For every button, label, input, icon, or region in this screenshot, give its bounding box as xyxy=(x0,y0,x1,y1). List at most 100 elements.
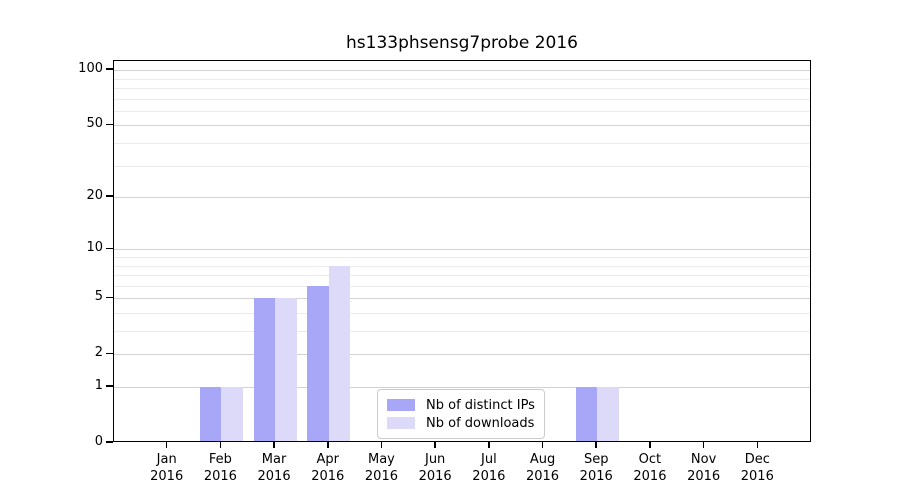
bar-downloads xyxy=(597,387,619,441)
x-tick xyxy=(434,442,436,448)
x-tick xyxy=(756,442,759,448)
y-tick xyxy=(106,247,113,250)
gridline-major xyxy=(114,354,810,356)
x-tick-label-line: Nov xyxy=(690,452,717,467)
gridline-major xyxy=(114,387,810,388)
y-tick-label: 1 xyxy=(94,378,103,393)
gridline-minor xyxy=(114,331,810,333)
x-tick-label-line: 2016 xyxy=(633,469,667,484)
x-tick-label: Jan 2016 xyxy=(132,451,202,485)
x-tick-label-line: Jan xyxy=(156,452,177,467)
x-tick-label-line: 2016 xyxy=(150,469,184,484)
x-tick-label: Dec 2016 xyxy=(722,451,792,485)
gridline-major xyxy=(114,197,810,199)
bar-downloads xyxy=(275,298,297,441)
x-tick-label: Mar 2016 xyxy=(239,451,309,485)
x-tick xyxy=(488,442,490,448)
gridline-minor xyxy=(114,312,810,314)
y-tick-label: 5 xyxy=(94,289,103,305)
gridline-major xyxy=(114,298,810,300)
x-tick-label-line: 2016 xyxy=(579,469,613,484)
gridline-minor xyxy=(114,88,810,90)
y-tick xyxy=(106,385,113,387)
bar-downloads xyxy=(328,265,351,441)
plot-area: Nb of distinct IPs Nb of downloads xyxy=(113,60,811,442)
x-tick-label-line: 2016 xyxy=(311,469,345,484)
gridline-minor xyxy=(114,143,810,145)
x-tick-label-line: 2016 xyxy=(257,469,291,484)
x-tick-label-line: 2016 xyxy=(364,469,398,484)
x-tick-label-line: Sep xyxy=(583,452,609,467)
chart-title: hs133phsensg7probe 2016 xyxy=(346,33,578,53)
x-tick xyxy=(595,442,597,448)
x-tick-label-line: Jun xyxy=(424,452,446,467)
x-tick-label: Sep 2016 xyxy=(561,451,631,485)
y-tick xyxy=(106,195,113,197)
y-tick-label: 50 xyxy=(86,116,103,132)
x-tick-label: Nov 2016 xyxy=(669,451,739,485)
gridline-minor xyxy=(114,265,810,267)
y-tick xyxy=(106,441,113,443)
x-tick-label: Apr 2016 xyxy=(293,451,363,485)
x-tick-label-line: Mar xyxy=(261,452,287,467)
y-tick-label: 0 xyxy=(94,434,103,449)
x-tick-label: May 2016 xyxy=(346,451,416,485)
legend-item: Nb of distinct IPs xyxy=(387,396,535,414)
x-tick xyxy=(219,442,222,448)
x-tick-label-line: 2016 xyxy=(472,469,506,484)
x-tick-label: Oct 2016 xyxy=(615,451,685,485)
bar-distinct-ips xyxy=(253,298,276,441)
y-tick-label: 20 xyxy=(86,188,103,204)
bar-distinct-ips xyxy=(199,387,222,441)
y-tick-label: 100 xyxy=(78,61,103,77)
gridline-major xyxy=(114,70,810,72)
x-tick xyxy=(649,442,651,448)
x-tick-label-line: Oct xyxy=(638,452,662,467)
y-tick-label: 10 xyxy=(86,240,103,256)
x-tick-label: Jun 2016 xyxy=(400,451,470,485)
legend-swatch-downloads xyxy=(387,417,415,429)
gridline-minor xyxy=(114,275,810,277)
gridline-minor xyxy=(114,98,810,100)
legend-item: Nb of downloads xyxy=(387,414,535,432)
gridline-minor xyxy=(114,110,810,112)
x-tick-label-line: Apr xyxy=(316,452,340,467)
legend: Nb of distinct IPs Nb of downloads xyxy=(377,389,545,439)
gridline-minor xyxy=(114,285,810,287)
gridline-major xyxy=(114,249,810,251)
legend-label: Nb of downloads xyxy=(426,415,535,431)
y-tick xyxy=(106,68,113,70)
x-tick-label-line: Aug xyxy=(529,452,556,467)
y-tick xyxy=(106,352,113,354)
gridline-major xyxy=(114,125,810,127)
x-tick-label-line: 2016 xyxy=(740,469,774,484)
legend-label: Nb of distinct IPs xyxy=(426,397,535,413)
x-tick xyxy=(327,442,329,448)
y-tick xyxy=(106,296,113,298)
gridline-minor xyxy=(114,257,810,258)
gridline-minor xyxy=(114,78,810,80)
legend-swatch-distinct-ips xyxy=(387,399,415,411)
x-tick-label-line: Dec xyxy=(744,452,770,467)
x-tick-label-line: 2016 xyxy=(687,469,721,484)
x-tick-label-line: May xyxy=(368,452,395,467)
gridline-minor xyxy=(114,165,810,167)
x-tick xyxy=(165,442,168,448)
x-tick-label: Feb 2016 xyxy=(185,451,255,485)
bar-downloads xyxy=(221,387,243,441)
x-tick-label: Jul 2016 xyxy=(454,451,524,485)
x-tick xyxy=(541,442,544,448)
x-tick-label-line: 2016 xyxy=(418,469,452,484)
bar-distinct-ips xyxy=(575,387,598,441)
y-tick xyxy=(106,123,113,126)
x-tick-label-line: 2016 xyxy=(203,469,237,484)
y-tick-label: 2 xyxy=(94,345,103,361)
x-tick-label-line: Feb xyxy=(208,452,232,467)
x-tick xyxy=(273,442,275,448)
x-tick-label-line: 2016 xyxy=(525,469,560,484)
x-tick xyxy=(380,442,383,448)
x-tick-label-line: Jul xyxy=(481,452,497,467)
x-tick-label: Aug 2016 xyxy=(508,451,578,485)
x-tick xyxy=(702,442,705,448)
